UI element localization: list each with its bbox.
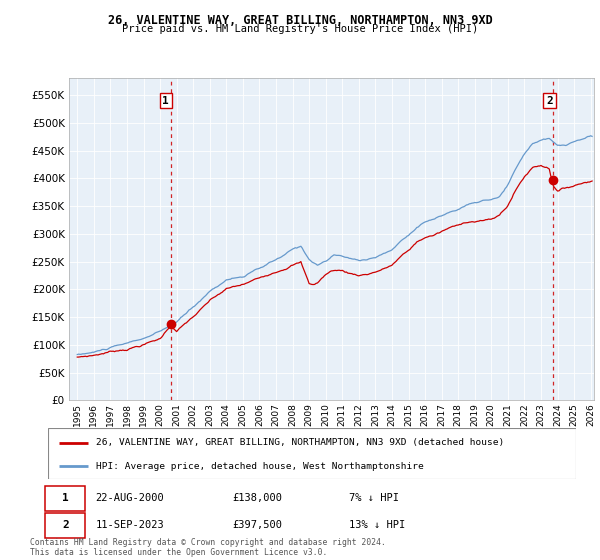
- Text: £138,000: £138,000: [233, 493, 283, 503]
- Text: £397,500: £397,500: [233, 520, 283, 530]
- Text: 1: 1: [163, 96, 169, 106]
- Text: 13% ↓ HPI: 13% ↓ HPI: [349, 520, 405, 530]
- Text: Contains HM Land Registry data © Crown copyright and database right 2024.
This d: Contains HM Land Registry data © Crown c…: [30, 538, 386, 557]
- Text: 22-AUG-2000: 22-AUG-2000: [95, 493, 164, 503]
- Text: HPI: Average price, detached house, West Northamptonshire: HPI: Average price, detached house, West…: [95, 461, 423, 471]
- Text: 1: 1: [62, 493, 69, 503]
- Text: Price paid vs. HM Land Registry's House Price Index (HPI): Price paid vs. HM Land Registry's House …: [122, 24, 478, 34]
- Text: 11-SEP-2023: 11-SEP-2023: [95, 520, 164, 530]
- FancyBboxPatch shape: [46, 513, 85, 538]
- Text: 26, VALENTINE WAY, GREAT BILLING, NORTHAMPTON, NN3 9XD: 26, VALENTINE WAY, GREAT BILLING, NORTHA…: [107, 14, 493, 27]
- Text: 2: 2: [62, 520, 69, 530]
- Text: 26, VALENTINE WAY, GREAT BILLING, NORTHAMPTON, NN3 9XD (detached house): 26, VALENTINE WAY, GREAT BILLING, NORTHA…: [95, 438, 504, 447]
- Text: 2: 2: [546, 96, 553, 106]
- Text: 7% ↓ HPI: 7% ↓ HPI: [349, 493, 399, 503]
- FancyBboxPatch shape: [46, 486, 85, 511]
